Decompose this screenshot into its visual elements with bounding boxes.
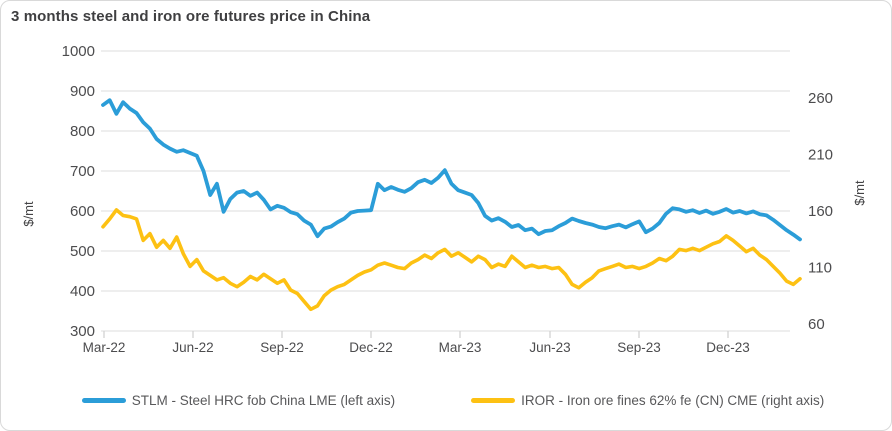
right-tick-210: 210 bbox=[808, 147, 833, 164]
iror-legend-label: IROR - Iron ore fines 62% fe (CN) CME (r… bbox=[521, 393, 825, 408]
left-tick-700: 700 bbox=[70, 163, 95, 180]
x-tick-Sep-23: Sep-23 bbox=[617, 340, 661, 355]
series-lines bbox=[101, 98, 802, 312]
stlm-line bbox=[101, 98, 802, 242]
right-tick-60: 60 bbox=[808, 316, 825, 333]
left-tick-800: 800 bbox=[70, 123, 95, 140]
left-axis-tick-labels: 1000 900 800 700 600 500 400 300 bbox=[62, 43, 95, 340]
iror-line-swatch bbox=[471, 398, 516, 403]
left-tick-300: 300 bbox=[70, 323, 95, 340]
legend-item-iror[interactable]: IROR - Iron ore fines 62% fe (CN) CME (r… bbox=[471, 393, 824, 408]
iror-line bbox=[101, 208, 802, 312]
x-axis-ticks: Mar-22 Jun-22 Sep-22 Dec-22 Mar-23 Jun-23 Sep-… bbox=[83, 331, 750, 355]
x-tick-Dec-23: Dec-23 bbox=[706, 340, 750, 355]
x-tick-Mar-22: Mar-22 bbox=[83, 340, 126, 355]
legend-item-stlm[interactable]: STLM - Steel HRC fob China LME (left axi… bbox=[81, 393, 396, 408]
x-tick-Jun-23: Jun-23 bbox=[529, 340, 570, 355]
right-tick-160: 160 bbox=[808, 203, 833, 220]
x-tick-Jun-22: Jun-22 bbox=[172, 340, 213, 355]
chart-legend: STLM - Steel HRC fob China LME (left axi… bbox=[1, 393, 891, 408]
right-tick-110: 110 bbox=[808, 260, 832, 277]
left-tick-900: 900 bbox=[70, 83, 95, 100]
left-tick-400: 400 bbox=[70, 283, 95, 300]
left-axis-title: $/mt bbox=[21, 201, 36, 227]
right-axis-title: $/mt bbox=[852, 180, 867, 206]
x-tick-Dec-22: Dec-22 bbox=[349, 340, 393, 355]
left-tick-500: 500 bbox=[70, 243, 95, 260]
stlm-legend-label: STLM - Steel HRC fob China LME (left axi… bbox=[131, 393, 396, 408]
x-tick-Sep-22: Sep-22 bbox=[260, 340, 304, 355]
left-tick-600: 600 bbox=[70, 203, 95, 220]
right-tick-260: 260 bbox=[808, 90, 833, 107]
gridlines bbox=[101, 50, 790, 332]
left-tick-1000: 1000 bbox=[62, 43, 95, 60]
x-tick-Mar-23: Mar-23 bbox=[439, 340, 482, 355]
stlm-line-swatch bbox=[81, 398, 126, 403]
right-axis-tick-labels: 260 210 160 110 60 bbox=[808, 90, 833, 333]
chart-title: 3 months steel and iron ore futures pric… bbox=[11, 8, 371, 25]
